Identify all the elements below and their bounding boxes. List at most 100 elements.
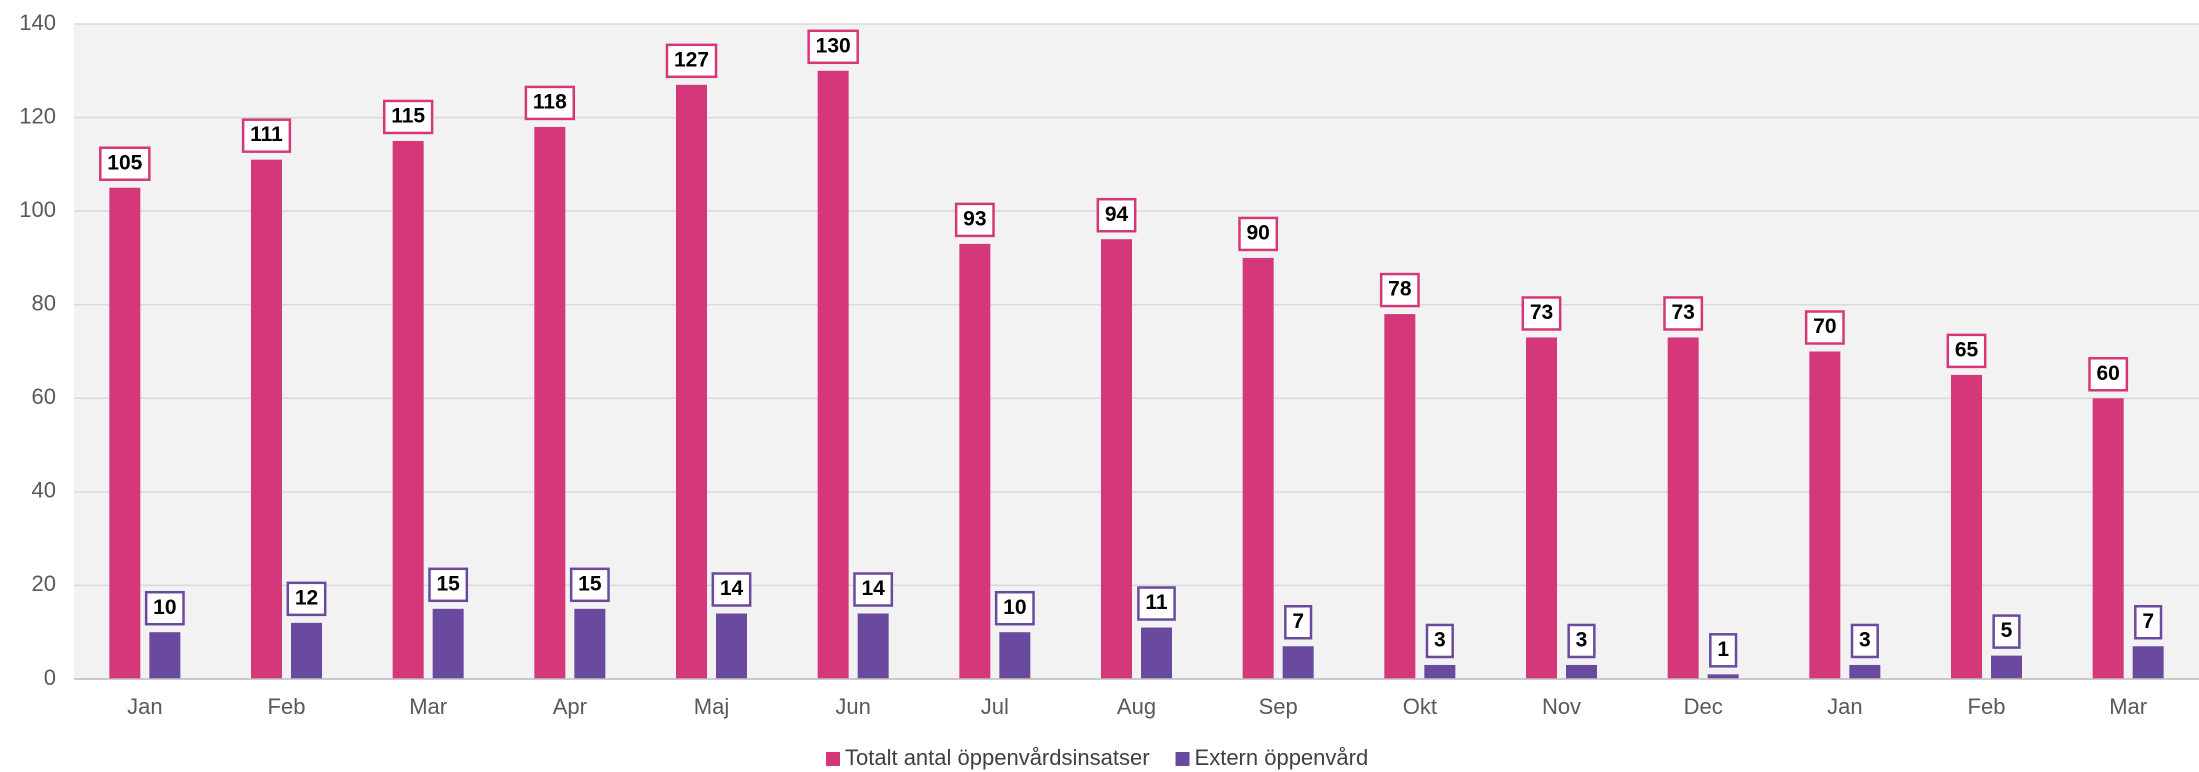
x-tick-label: Jul <box>981 694 1009 719</box>
data-label: 14 <box>720 577 744 600</box>
bar <box>817 70 849 680</box>
x-tick-label: Sep <box>1259 694 1298 719</box>
x-tick-label: Feb <box>1968 694 2006 719</box>
legend-swatch <box>826 752 840 766</box>
data-label-box <box>1284 605 1313 640</box>
data-label-box <box>1238 216 1279 252</box>
bar <box>999 632 1031 679</box>
data-label-box <box>1804 310 1845 345</box>
y-tick-label: 100 <box>19 197 56 222</box>
x-tick-label: Apr <box>553 694 587 719</box>
data-label-box <box>665 43 718 79</box>
data-label: 73 <box>1671 301 1694 324</box>
y-tick-label: 60 <box>32 384 56 409</box>
bar <box>1667 337 1699 679</box>
data-label: 3 <box>1434 629 1446 652</box>
bar <box>251 159 282 679</box>
bar <box>149 632 181 679</box>
data-label-box <box>1379 272 1420 308</box>
data-label: 1 <box>1717 638 1729 661</box>
bar <box>1424 664 1456 679</box>
x-tick-label: Maj <box>694 694 729 719</box>
y-tick-label: 80 <box>32 291 56 316</box>
x-tick-label: Jan <box>1827 694 1862 719</box>
x-tick-label: Nov <box>1542 694 1581 719</box>
y-tick-label: 40 <box>32 478 56 503</box>
bar <box>534 126 566 679</box>
data-label: 65 <box>1955 338 1979 361</box>
data-label-box <box>99 146 151 181</box>
data-label-box <box>1663 296 1704 331</box>
y-tick-label: 0 <box>44 665 56 690</box>
data-label-box <box>994 590 1035 626</box>
bar <box>1951 374 1982 679</box>
data-label: 3 <box>1576 629 1588 652</box>
data-label-box <box>286 581 327 617</box>
data-label: 11 <box>1145 591 1168 614</box>
data-label-box <box>569 567 610 603</box>
data-label-box <box>2088 357 2129 392</box>
data-label: 15 <box>436 572 460 595</box>
legend-swatch <box>1175 752 1190 766</box>
data-label: 60 <box>2096 362 2119 385</box>
data-label-box <box>241 118 292 153</box>
bar <box>392 140 424 679</box>
data-label: 111 <box>250 123 283 146</box>
data-label: 7 <box>1292 610 1304 633</box>
data-label-box <box>1425 623 1454 659</box>
data-label-box <box>1850 623 1879 659</box>
y-tick-label: 120 <box>19 103 56 128</box>
data-label: 12 <box>295 586 318 609</box>
data-label-box <box>711 572 752 607</box>
bar <box>959 243 991 679</box>
data-label-box <box>382 99 434 135</box>
x-tick-label: Feb <box>268 694 306 719</box>
data-label: 70 <box>1813 315 1836 338</box>
data-label-box <box>1709 633 1738 668</box>
x-tick-label: Aug <box>1117 694 1156 719</box>
data-label-box <box>1946 333 1987 369</box>
data-label: 15 <box>578 572 602 595</box>
bar <box>2132 646 2164 679</box>
y-tick-label: 140 <box>19 10 56 35</box>
data-label-box <box>1521 296 1562 331</box>
bar <box>1384 314 1416 679</box>
data-label: 94 <box>1105 203 1129 226</box>
bar <box>574 608 606 679</box>
data-label: 90 <box>1246 221 1269 244</box>
data-label: 127 <box>674 48 709 71</box>
bar <box>1849 664 1881 679</box>
bar <box>1141 627 1172 679</box>
x-tick-label: Okt <box>1403 694 1437 719</box>
bar <box>432 608 464 679</box>
bar <box>676 84 707 680</box>
data-label: 118 <box>533 90 567 113</box>
x-tick-label: Mar <box>409 694 447 719</box>
data-label-box <box>807 29 859 65</box>
bar <box>1566 664 1597 679</box>
data-label-box <box>2134 605 2163 640</box>
data-label: 5 <box>2001 619 2013 642</box>
bar <box>291 622 322 679</box>
bar <box>1101 239 1132 679</box>
data-label: 115 <box>391 105 425 128</box>
bar <box>1707 674 1739 679</box>
data-label: 7 <box>2142 610 2154 633</box>
data-label-box <box>1992 614 2021 649</box>
data-label: 10 <box>153 596 176 619</box>
legend-label: Totalt antal öppenvårdsinsatser <box>845 745 1150 770</box>
bar <box>2092 398 2124 679</box>
data-label-box <box>954 202 995 238</box>
data-label-box <box>524 85 576 121</box>
data-label: 93 <box>963 207 986 230</box>
data-label: 14 <box>861 577 885 600</box>
y-tick-label: 20 <box>32 571 56 596</box>
bar <box>1526 337 1557 679</box>
data-label-box <box>428 567 469 603</box>
bar <box>1809 351 1841 679</box>
data-label: 78 <box>1388 278 1412 301</box>
bar <box>1282 646 1314 679</box>
data-label-box <box>1096 197 1137 233</box>
bar <box>716 613 747 679</box>
